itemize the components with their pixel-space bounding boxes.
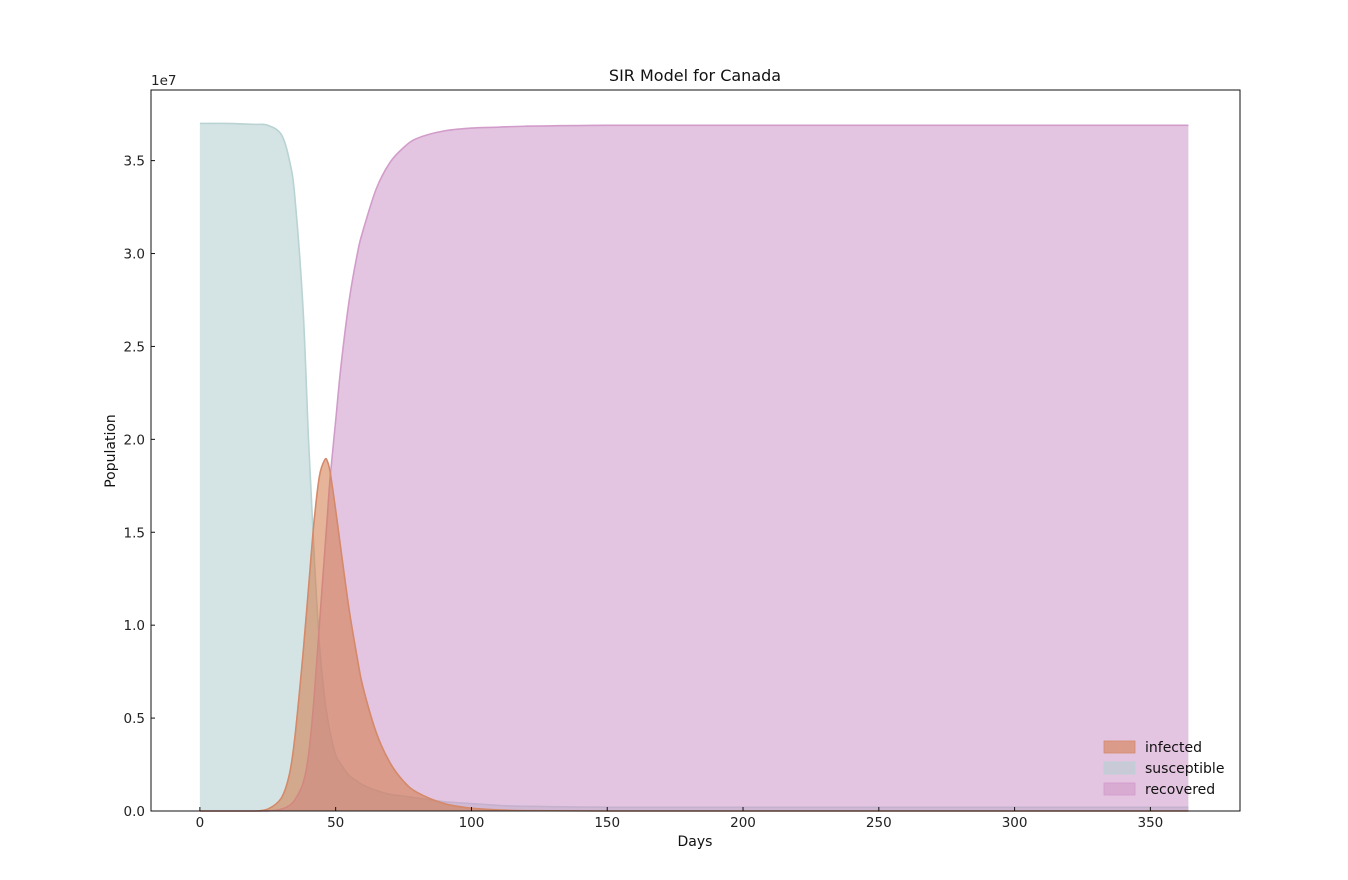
y-tick-label: 1.0 bbox=[124, 618, 145, 634]
x-tick-label: 100 bbox=[459, 815, 485, 831]
x-tick-label: 150 bbox=[594, 815, 620, 831]
x-tick-label: 250 bbox=[866, 815, 892, 831]
y-tick-label: 0.5 bbox=[124, 711, 145, 727]
legend: infected susceptible recovered bbox=[1103, 740, 1224, 798]
y-axis: 0.0 0.5 1.0 1.5 2.0 2.5 3.0 3.5 bbox=[124, 154, 155, 820]
x-axis-label: Days bbox=[678, 834, 713, 850]
y-tick-label: 0.0 bbox=[124, 804, 145, 820]
x-tick-label: 350 bbox=[1137, 815, 1163, 831]
legend-label-recovered: recovered bbox=[1145, 782, 1215, 798]
x-tick-label: 300 bbox=[1002, 815, 1028, 831]
y-tick-label: 2.5 bbox=[124, 339, 145, 355]
plot-area bbox=[199, 122, 1189, 812]
legend-swatch-recovered bbox=[1103, 782, 1136, 796]
legend-label-susceptible: susceptible bbox=[1145, 761, 1224, 777]
x-tick-label: 50 bbox=[327, 815, 344, 831]
y-tick-label: 3.0 bbox=[124, 247, 145, 263]
y-axis-label: Population bbox=[103, 414, 119, 488]
y-offset-label: 1e7 bbox=[151, 73, 176, 89]
legend-swatch-susceptible bbox=[1103, 761, 1136, 775]
series-area-recovered bbox=[199, 125, 1189, 811]
series-area-infected bbox=[199, 458, 1189, 811]
legend-swatch-infected bbox=[1103, 740, 1136, 754]
legend-label-infected: infected bbox=[1145, 740, 1202, 756]
series-layer bbox=[199, 122, 1189, 812]
plot-frame bbox=[150, 89, 1241, 812]
y-tick-label: 3.5 bbox=[124, 154, 145, 170]
x-tick-label: 0 bbox=[196, 815, 205, 831]
chart-title: SIR Model for Canada bbox=[609, 66, 781, 85]
y-tick-label: 2.0 bbox=[124, 432, 145, 448]
x-tick-label: 200 bbox=[730, 815, 756, 831]
y-tick-label: 1.5 bbox=[124, 525, 145, 541]
x-axis: 0 50 100 150 200 250 300 350 bbox=[196, 807, 1163, 831]
